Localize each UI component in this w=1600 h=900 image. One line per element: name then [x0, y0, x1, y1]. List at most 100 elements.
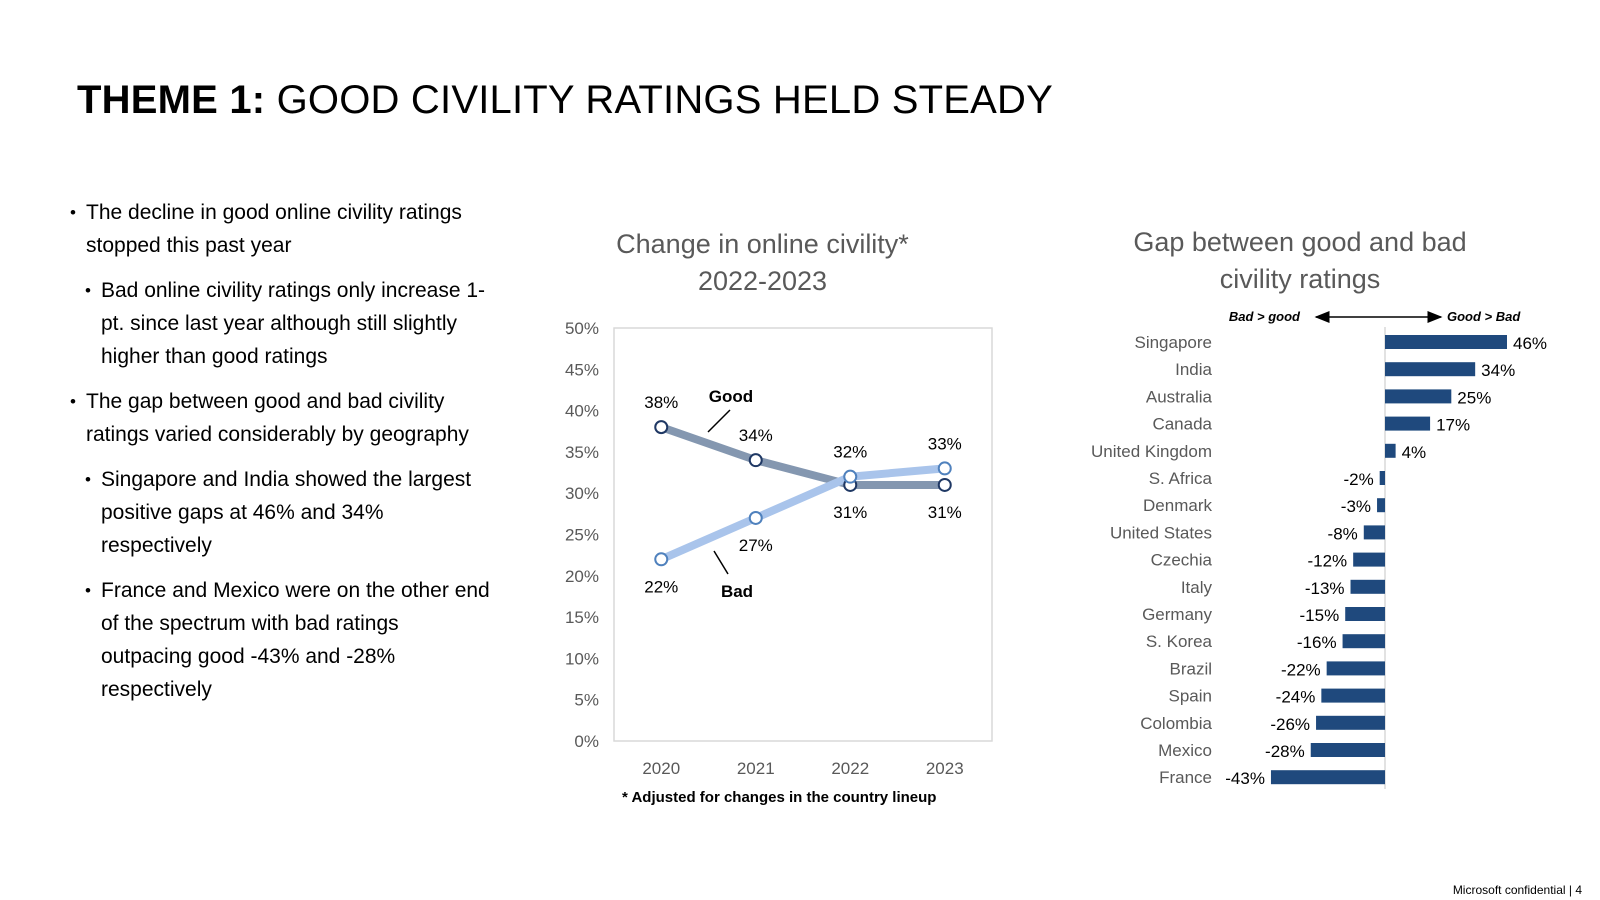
category-label: S. Africa [1149, 469, 1213, 488]
bar [1385, 362, 1476, 377]
data-point-bad [748, 510, 763, 525]
data-label: 32% [833, 443, 867, 462]
footnote: * Adjusted for changes in the country li… [622, 789, 937, 806]
bar [1385, 389, 1452, 404]
category-label: Denmark [1143, 496, 1212, 515]
bar-value-label: -22% [1281, 660, 1321, 679]
category-label: Brazil [1169, 659, 1212, 678]
data-label: 34% [739, 426, 773, 445]
x-tick-label: 2023 [926, 759, 964, 778]
confidential-footer: Microsoft confidential | 4 [1452, 883, 1582, 897]
series-line-good [657, 423, 949, 489]
x-tick-label: 2022 [831, 759, 869, 778]
line-chart-title-line: Change in online civility* [616, 229, 909, 259]
category-label: India [1175, 360, 1212, 379]
category-label: Canada [1152, 415, 1212, 434]
data-point-good [654, 420, 669, 435]
y-tick-label: 0% [574, 732, 599, 751]
bar-value-label: -24% [1276, 688, 1316, 707]
data-label: 33% [928, 434, 962, 453]
category-label: Germany [1142, 605, 1212, 624]
bar-value-label: 46% [1513, 334, 1547, 353]
category-label: S. Korea [1146, 632, 1213, 651]
category-label: Mexico [1158, 741, 1212, 760]
data-point-good [843, 477, 858, 492]
good-series-label: Good [709, 387, 753, 406]
bar-chart-title: Gap between good and bad civility rating… [1120, 224, 1480, 298]
y-tick-label: 40% [565, 402, 599, 421]
series-line-bad [657, 464, 949, 564]
y-tick-label: 10% [565, 649, 599, 668]
bar [1385, 416, 1431, 431]
y-tick-label: 45% [565, 360, 599, 379]
plot-area-border [613, 327, 993, 742]
data-point-bad [843, 469, 858, 484]
bar [1379, 471, 1385, 485]
bar-value-label: 4% [1402, 443, 1427, 462]
x-tick-label: 2021 [737, 759, 775, 778]
data-point-good [937, 477, 952, 492]
data-label: 22% [644, 577, 678, 596]
bar-value-label: -3% [1341, 497, 1371, 516]
data-point-bad [937, 461, 952, 476]
good-callout-line [707, 409, 731, 433]
data-label: 31% [928, 503, 962, 522]
category-label: United Kingdom [1091, 442, 1212, 461]
bar-value-label: -43% [1225, 769, 1265, 788]
bullet-item: Singapore and India showed the largest p… [85, 463, 490, 562]
bullet-item: The decline in good online civility rati… [70, 196, 490, 262]
bar [1326, 661, 1385, 676]
bar [1316, 715, 1385, 730]
category-label: Singapore [1134, 333, 1212, 352]
bar [1385, 443, 1396, 458]
y-tick-label: 35% [565, 443, 599, 462]
slide-title-bold: THEME 1: [77, 78, 266, 122]
bar-value-label: -16% [1297, 633, 1337, 652]
bar [1350, 579, 1385, 594]
category-label: United States [1110, 523, 1212, 542]
line-chart-title-line: 2022-2023 [697, 266, 828, 296]
bad-series-label: Bad [721, 582, 753, 601]
data-point-good [748, 453, 763, 468]
data-point-bad [654, 552, 669, 567]
bar-value-label: 25% [1457, 388, 1491, 407]
bar-value-label: -26% [1270, 715, 1310, 734]
category-label: Spain [1169, 687, 1212, 706]
bullet-item: Bad online civility ratings only increas… [85, 274, 490, 373]
bar [1321, 688, 1385, 703]
bar-value-label: 34% [1481, 361, 1515, 380]
y-tick-label: 25% [565, 526, 599, 545]
y-tick-label: 15% [565, 608, 599, 627]
y-tick-label: 20% [565, 567, 599, 586]
bar-value-label: -15% [1300, 606, 1340, 625]
category-label: Czechia [1151, 551, 1213, 570]
bar [1270, 770, 1385, 785]
bar-value-label: -13% [1305, 579, 1345, 598]
slide-title-rest: GOOD CIVILITY RATINGS HELD STEADY [265, 78, 1053, 122]
data-label: 31% [833, 503, 867, 522]
bullet-item: France and Mexico were on the other end … [85, 574, 490, 706]
bar-chart-title-line: civility ratings [1219, 264, 1381, 294]
bar [1377, 498, 1385, 513]
x-tick-label: 2020 [642, 759, 680, 778]
arrow-left-label: Bad > good [1229, 309, 1301, 324]
bullet-list: The decline in good online civility rati… [70, 196, 490, 706]
bar-value-label: -2% [1343, 470, 1373, 489]
line-chart-title: Change in online civility* 2022-2023 [570, 226, 955, 300]
category-label: Australia [1146, 387, 1213, 406]
y-tick-label: 30% [565, 484, 599, 503]
bad-callout-line [713, 550, 729, 575]
data-label: 27% [739, 536, 773, 555]
bar [1353, 552, 1385, 567]
y-tick-label: 5% [574, 691, 599, 710]
bar [1385, 335, 1507, 349]
bar [1345, 607, 1385, 621]
bar-value-label: -8% [1328, 524, 1358, 543]
bar [1310, 743, 1385, 757]
bullet-item: The gap between good and bad civility ra… [70, 385, 490, 451]
bar-value-label: -12% [1307, 552, 1347, 571]
bar-value-label: 17% [1436, 416, 1470, 435]
data-label: 38% [644, 393, 678, 412]
y-tick-label: 50% [565, 319, 599, 338]
arrow-right-label: Good > Bad [1447, 309, 1521, 324]
